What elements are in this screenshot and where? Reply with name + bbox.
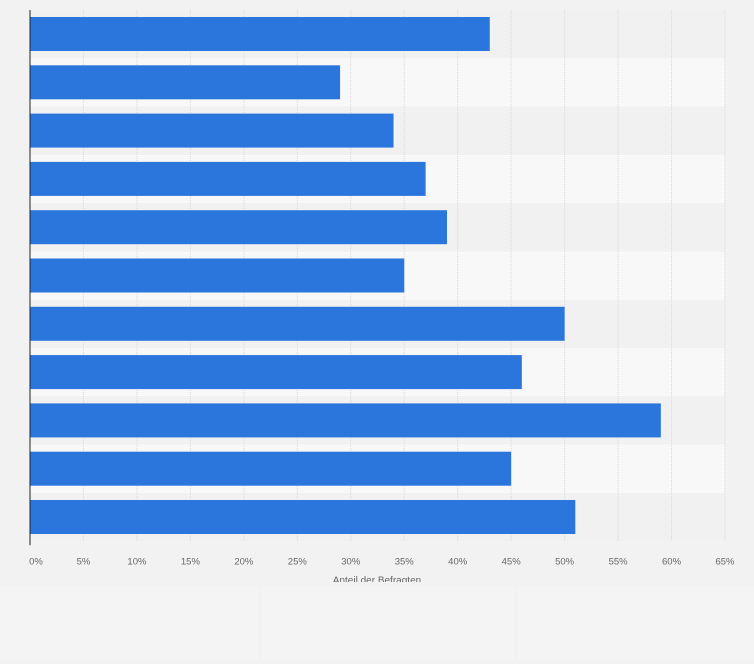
x-tick-label: 35% (395, 556, 415, 567)
bars (30, 17, 661, 534)
bar (30, 258, 405, 293)
x-axis-ticks: 0% 5% 10% 15% 20% 25% 30% 35% 40% 45% 50% 55% 60% 65% (29, 556, 735, 567)
x-tick-label: 25% (288, 556, 308, 567)
x-tick-label: 20% (234, 556, 254, 567)
x-tick-label: 65% (715, 556, 735, 567)
bar (30, 17, 490, 51)
bar (30, 210, 447, 245)
bar (30, 403, 661, 438)
footer-panel (0, 586, 258, 659)
bar (30, 306, 565, 341)
x-tick-label: 15% (181, 556, 201, 567)
bar (30, 500, 576, 534)
x-tick-label: 5% (77, 556, 91, 567)
bar (30, 65, 341, 100)
x-tick-label: 60% (662, 556, 682, 567)
footer-panel (518, 586, 754, 659)
x-tick-label: 45% (502, 556, 522, 567)
x-axis-title: Anteil der Befragten (333, 575, 421, 586)
x-tick-label: 40% (448, 556, 468, 567)
bar (30, 113, 394, 148)
bar (30, 451, 512, 486)
x-tick-label: 0% (29, 556, 43, 567)
x-tick-label: 30% (341, 556, 361, 567)
bar (30, 161, 426, 196)
x-tick-label: 10% (127, 556, 147, 567)
x-tick-label: 55% (609, 556, 629, 567)
x-tick-label: 50% (555, 556, 575, 567)
footer-panel (262, 586, 514, 659)
bar (30, 355, 522, 390)
